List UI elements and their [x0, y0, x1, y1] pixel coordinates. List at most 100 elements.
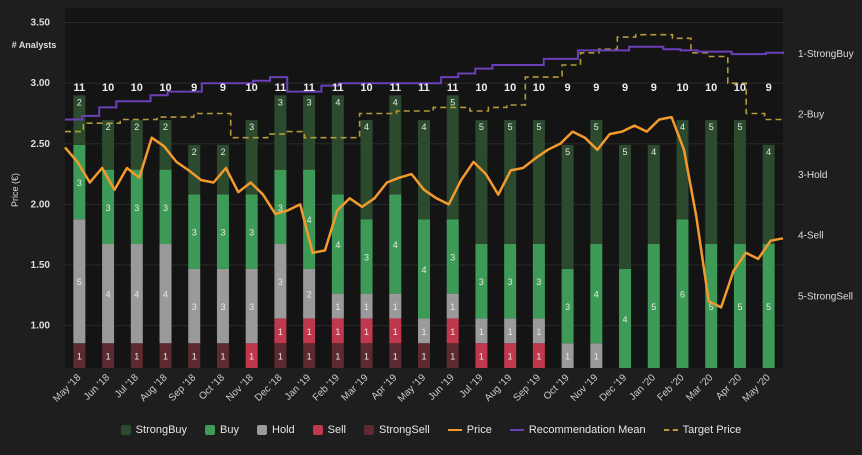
bar-label: 4: [680, 122, 685, 132]
bar-hold: [446, 293, 459, 319]
x-tick-label: Mar '20: [684, 372, 715, 403]
bar-strongsell: [446, 343, 459, 368]
legend-item-price[interactable]: Price: [447, 424, 492, 436]
analyst-count: 11: [332, 82, 344, 94]
bar-buy: [647, 244, 660, 368]
bar-hold: [159, 244, 172, 344]
analyst-count: 10: [475, 82, 487, 94]
x-tick-label: Oct '18: [197, 372, 227, 402]
bar-strongbuy: [102, 120, 115, 170]
analyst-count: 10: [159, 82, 171, 94]
bar-strongbuy: [590, 120, 603, 245]
bar-sell: [274, 318, 287, 344]
bar-buy: [73, 144, 86, 220]
y-axis-title-price: Price (€): [10, 173, 20, 207]
bar-hold: [590, 343, 603, 368]
bar-buy: [216, 194, 229, 269]
bar-buy: [274, 169, 287, 245]
bar-label: 5: [737, 302, 742, 312]
analyst-count: 10: [246, 82, 258, 94]
x-tick-label: Aug '18: [138, 372, 170, 404]
bar-label: 4: [163, 290, 168, 300]
bar-label: 5: [594, 122, 599, 132]
x-tick-label: Jan '19: [283, 372, 314, 403]
bar-label: 3: [278, 277, 283, 287]
bar-label: 3: [307, 97, 312, 107]
legend-swatch: [312, 425, 323, 435]
bar-label: 3: [192, 228, 197, 238]
bar-hold: [475, 318, 488, 344]
bar-strongbuy: [733, 120, 746, 245]
bar-label: 5: [766, 302, 771, 312]
bar-label: 1: [163, 352, 168, 362]
bar-label: 2: [163, 122, 168, 132]
bar-hold: [274, 244, 287, 319]
bar-label: 1: [278, 352, 283, 362]
bar-label: 3: [536, 277, 541, 287]
bar-buy: [619, 268, 632, 368]
bar-label: 4: [651, 147, 656, 157]
bar-buy: [676, 219, 689, 368]
y-tick-label: 2.50: [31, 139, 51, 150]
analyst-count: 11: [447, 82, 459, 94]
rec-scale-label: 4-Sell: [798, 231, 824, 242]
bar-hold: [216, 268, 229, 344]
analyst-count: 9: [651, 82, 657, 94]
bar-buy: [418, 219, 430, 319]
legend-item-strongsell[interactable]: StrongSell: [363, 424, 430, 436]
bar-buy: [159, 169, 172, 245]
bar-label: 2: [106, 122, 111, 132]
legend-line: [447, 429, 462, 431]
legend-item-recommendation-mean[interactable]: Recommendation Mean: [509, 424, 646, 436]
legend-swatch: [257, 425, 268, 435]
bar-strongsell: [102, 343, 115, 368]
bar-label: 4: [393, 240, 398, 250]
bar-label: 4: [594, 290, 599, 300]
bar-label: 4: [421, 265, 426, 275]
bar-label: 1: [307, 327, 312, 337]
bar-label: 3: [106, 203, 111, 213]
bar-label: 1: [335, 327, 340, 337]
legend-item-buy[interactable]: Buy: [205, 424, 239, 436]
y-tick-label: 1.50: [31, 260, 51, 271]
analyst-count: 9: [220, 82, 226, 94]
bar-label: 1: [393, 302, 398, 312]
bar-sell: [446, 318, 459, 344]
bar-label: 5: [623, 147, 628, 157]
bar-strongbuy: [446, 95, 459, 220]
bar-hold: [418, 318, 430, 344]
bar-sell: [389, 318, 402, 344]
bar-strongbuy: [188, 144, 201, 195]
rec-scale-label: 1-StrongBuy: [798, 49, 854, 60]
bar-strongsell: [216, 343, 229, 368]
bar-buy: [705, 244, 718, 368]
bar-hold: [130, 244, 143, 344]
legend-item-strongbuy[interactable]: StrongBuy: [120, 424, 188, 436]
bar-label: 3: [249, 122, 254, 132]
bar-label: 1: [106, 352, 111, 362]
bar-strongsell: [389, 343, 402, 368]
bar-label: 1: [364, 327, 369, 337]
x-tick-label: Aug '19: [483, 372, 515, 404]
legend-item-target-price[interactable]: Target Price: [663, 424, 741, 436]
bar-label: 3: [450, 252, 455, 262]
bar-buy: [245, 194, 258, 269]
bar-sell: [475, 343, 488, 368]
bar-label: 5: [709, 302, 714, 312]
bar-label: 3: [249, 302, 254, 312]
legend-label: StrongBuy: [135, 424, 188, 436]
bar-label: 3: [278, 203, 283, 213]
legend-item-sell[interactable]: Sell: [312, 424, 346, 436]
bar-strongbuy: [331, 95, 344, 195]
analyst-count: 9: [593, 82, 599, 94]
legend-label: Price: [466, 424, 492, 436]
bar-label: 3: [192, 302, 197, 312]
x-tick-label: Dec '18: [253, 372, 285, 404]
y-tick-label: 3.00: [31, 78, 51, 89]
x-tick-label: May '19: [396, 372, 429, 405]
bar-buy: [130, 169, 143, 245]
bar-label: 2: [77, 97, 82, 107]
bar-label: 1: [508, 352, 513, 362]
legend-item-hold[interactable]: Hold: [257, 424, 295, 436]
bar-label: 1: [364, 302, 369, 312]
